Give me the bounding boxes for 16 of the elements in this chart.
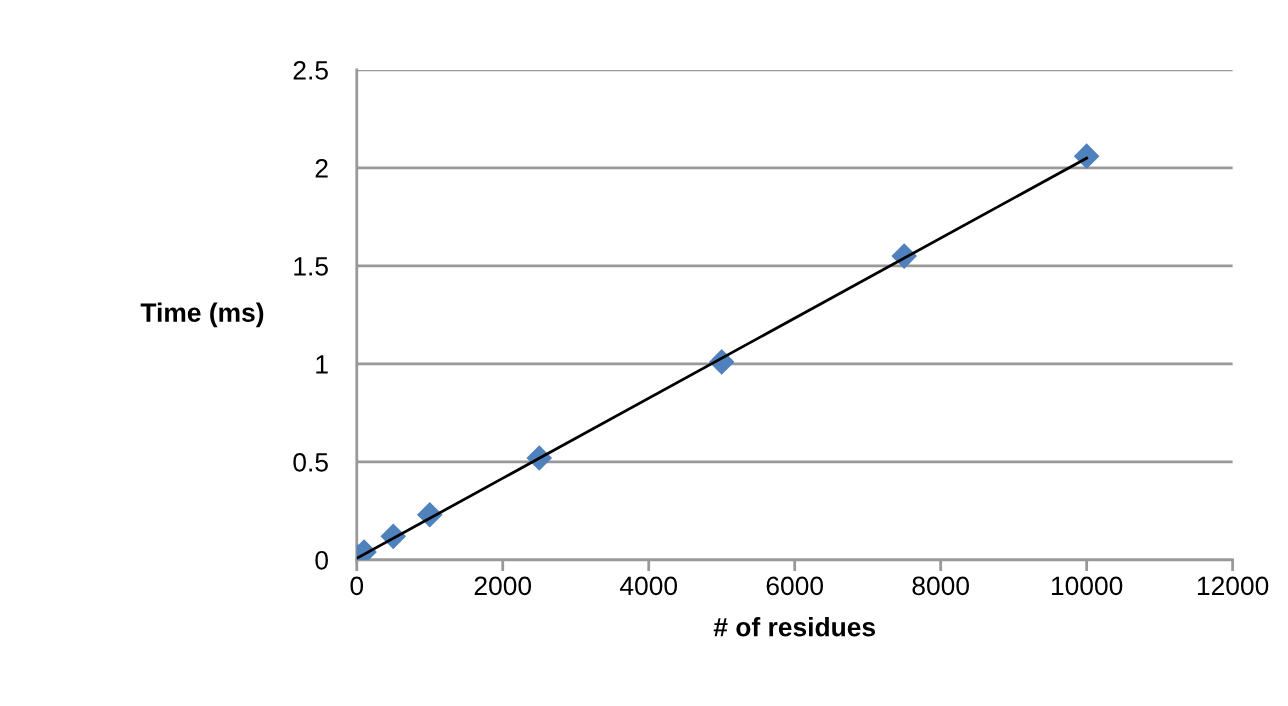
x-tick-label: 0 <box>350 576 364 596</box>
x-tick-label: 10000 <box>1051 576 1123 596</box>
y-tick-label: 2 <box>315 159 328 178</box>
y-tick-label: 1.5 <box>294 257 328 276</box>
x-axis-title: # of residues <box>713 617 876 637</box>
x-tick-label: 12000 <box>1197 576 1269 596</box>
x-tick-label: 6000 <box>766 576 824 596</box>
x-tick-label: 8000 <box>912 576 969 596</box>
y-tick-label: 1 <box>316 355 328 374</box>
x-tick-label: 2000 <box>474 576 532 596</box>
x-tick-label: 4000 <box>619 576 678 596</box>
y-axis-title: Time (ms) <box>140 302 264 328</box>
y-tick-label: 2.5 <box>293 61 328 80</box>
point <box>1073 143 1100 169</box>
y-tick-label: 0.5 <box>293 453 328 472</box>
y-tick-label: 0 <box>315 550 328 570</box>
